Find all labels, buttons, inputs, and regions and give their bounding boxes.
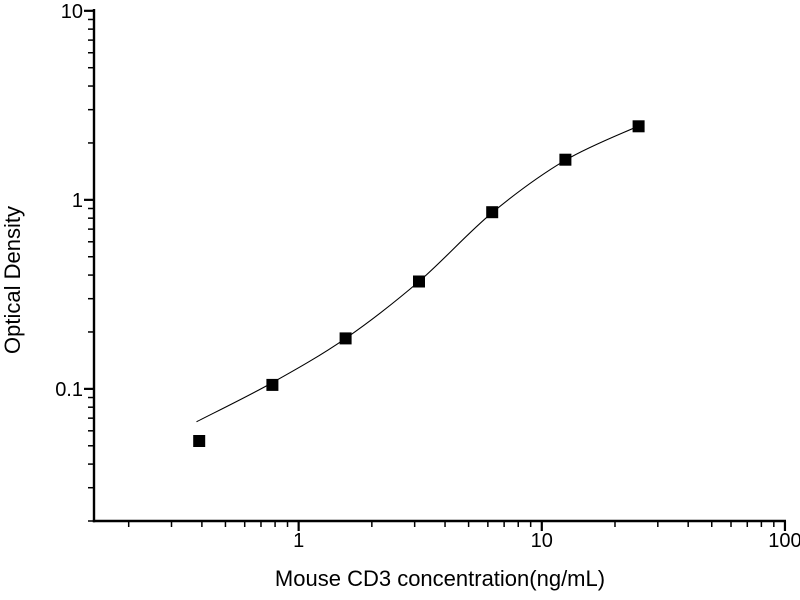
- y-tick-label: 10: [61, 1, 83, 23]
- y-axis-title: Optical Density: [0, 206, 25, 354]
- y-tick-label: 0.1: [55, 379, 83, 401]
- ticks: 1 10 100 0.1 1 10: [55, 1, 800, 552]
- data-point-marker: [413, 275, 425, 288]
- data-point-marker: [266, 378, 279, 391]
- x-tick-label: 1: [293, 530, 304, 552]
- data-point-marker: [339, 332, 352, 345]
- axes: [92, 9, 786, 523]
- x-tick-label: 100: [768, 530, 800, 552]
- data-point-marker: [632, 120, 645, 133]
- data-point-marker: [486, 206, 499, 219]
- x-tick-label: 10: [531, 530, 553, 552]
- x-axis-title: Mouse CD3 concentration(ng/mL): [274, 566, 606, 591]
- data-points: [193, 120, 645, 447]
- y-tick-label: 1: [72, 190, 83, 212]
- data-point-marker: [559, 153, 572, 166]
- fit-curve: [196, 125, 639, 423]
- data-point-marker: [193, 435, 206, 447]
